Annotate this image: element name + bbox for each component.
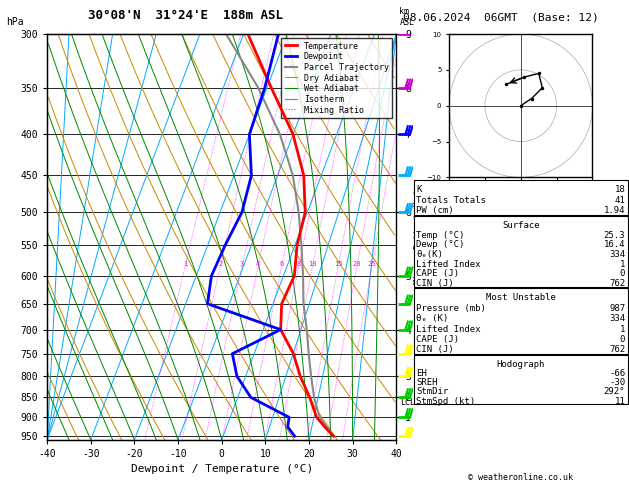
Text: CIN (J): CIN (J) [416, 279, 454, 288]
Text: 16.4: 16.4 [604, 241, 625, 249]
Text: Most Unstable: Most Unstable [486, 294, 556, 302]
Text: LCL: LCL [401, 398, 415, 407]
X-axis label: Dewpoint / Temperature (°C): Dewpoint / Temperature (°C) [131, 465, 313, 474]
Text: Temp (°C): Temp (°C) [416, 231, 465, 240]
Text: 4: 4 [256, 261, 260, 267]
Text: 15: 15 [334, 261, 342, 267]
Text: 20: 20 [352, 261, 361, 267]
Text: 2: 2 [218, 261, 222, 267]
Text: 18: 18 [615, 185, 625, 194]
Text: 292°: 292° [604, 387, 625, 397]
Text: 10: 10 [308, 261, 316, 267]
Text: K: K [416, 185, 422, 194]
Text: SREH: SREH [416, 378, 438, 387]
Text: hPa: hPa [6, 17, 24, 27]
Text: EH: EH [416, 369, 427, 378]
Text: StmDir: StmDir [416, 387, 448, 397]
Text: θₑ(K): θₑ(K) [416, 250, 443, 259]
Text: StmSpd (kt): StmSpd (kt) [416, 397, 476, 405]
Text: 334: 334 [609, 250, 625, 259]
Text: Lifted Index: Lifted Index [416, 260, 481, 269]
Text: 3: 3 [240, 261, 244, 267]
Text: Pressure (mb): Pressure (mb) [416, 304, 486, 313]
Legend: Temperature, Dewpoint, Parcel Trajectory, Dry Adiabat, Wet Adiabat, Isotherm, Mi: Temperature, Dewpoint, Parcel Trajectory… [281, 38, 392, 118]
Text: 0: 0 [620, 269, 625, 278]
Text: -30: -30 [609, 378, 625, 387]
Text: 11: 11 [615, 397, 625, 405]
Text: CIN (J): CIN (J) [416, 346, 454, 354]
Text: 0: 0 [620, 335, 625, 344]
Text: 8: 8 [296, 261, 301, 267]
Text: CAPE (J): CAPE (J) [416, 269, 459, 278]
Text: 30°08'N  31°24'E  188m ASL: 30°08'N 31°24'E 188m ASL [88, 9, 283, 22]
Text: Surface: Surface [502, 221, 540, 230]
Text: Totals Totals: Totals Totals [416, 196, 486, 205]
Text: -66: -66 [609, 369, 625, 378]
Text: Lifted Index: Lifted Index [416, 325, 481, 334]
Text: PW (cm): PW (cm) [416, 207, 454, 215]
Text: 41: 41 [615, 196, 625, 205]
Text: 08.06.2024  06GMT  (Base: 12): 08.06.2024 06GMT (Base: 12) [403, 12, 598, 22]
Text: 25.3: 25.3 [604, 231, 625, 240]
Text: CAPE (J): CAPE (J) [416, 335, 459, 344]
Text: 1: 1 [620, 260, 625, 269]
Text: © weatheronline.co.uk: © weatheronline.co.uk [469, 473, 573, 482]
Text: 1.94: 1.94 [604, 207, 625, 215]
Text: θₑ (K): θₑ (K) [416, 314, 448, 323]
Text: 762: 762 [609, 279, 625, 288]
Text: 25: 25 [367, 261, 376, 267]
Text: 1: 1 [183, 261, 187, 267]
Text: 987: 987 [609, 304, 625, 313]
Text: 762: 762 [609, 346, 625, 354]
Text: km
ASL: km ASL [399, 7, 415, 27]
Text: 334: 334 [609, 314, 625, 323]
Text: Hodograph: Hodograph [497, 360, 545, 369]
Text: 1: 1 [620, 325, 625, 334]
X-axis label: kt: kt [516, 192, 526, 201]
Text: 6: 6 [279, 261, 284, 267]
Text: Dewp (°C): Dewp (°C) [416, 241, 465, 249]
Y-axis label: Mixing Ratio (g/kg): Mixing Ratio (g/kg) [414, 190, 423, 284]
